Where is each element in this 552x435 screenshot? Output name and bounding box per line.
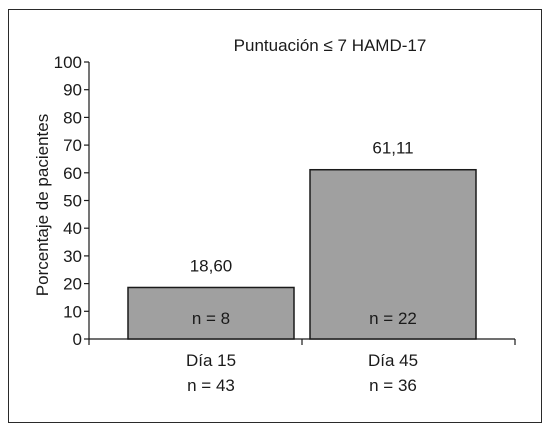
y-tick-label: 100 — [54, 53, 82, 72]
x-tick-label: Día 45 — [368, 351, 418, 370]
y-tick-label: 80 — [63, 108, 82, 127]
bars: 18,60 n = 8 61,11 n = 22 — [127, 139, 477, 340]
y-tick-label: 60 — [63, 164, 82, 183]
bar-n-label: n = 8 — [192, 309, 230, 328]
bar-value-label: 61,11 — [372, 139, 413, 158]
y-tick-label: 30 — [63, 247, 82, 266]
y-tick-label: 40 — [63, 219, 82, 238]
axes: 0 10 20 30 40 50 60 70 80 90 100 Día 15 n = 43 Día 45… — [54, 53, 516, 395]
x-tick-label: Día 15 — [186, 351, 236, 370]
x-category-n-label: n = 36 — [369, 376, 417, 395]
y-axis-label: Porcentaje de pacientes — [33, 114, 52, 296]
bar-n-label: n = 22 — [369, 309, 417, 328]
y-tick-label: 90 — [63, 81, 82, 100]
x-category-n-label: n = 43 — [187, 376, 235, 395]
chart-title: Puntuación ≤ 7 HAMD-17 — [234, 36, 427, 55]
bar-value-label: 18,60 — [190, 256, 233, 275]
bar — [309, 168, 477, 340]
y-tick-label: 20 — [63, 275, 82, 294]
y-tick-label: 10 — [63, 302, 82, 321]
bar — [127, 286, 295, 340]
y-tick-label: 0 — [73, 330, 82, 349]
y-tick-label: 70 — [63, 136, 82, 155]
y-tick-label: 50 — [63, 192, 82, 211]
